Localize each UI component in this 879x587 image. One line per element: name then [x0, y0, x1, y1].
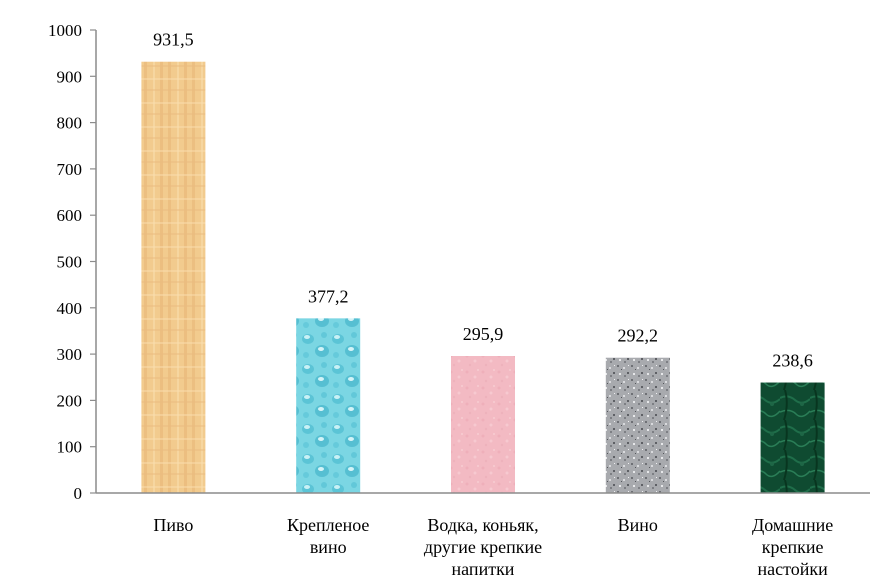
x-tick-label-line: Пиво — [153, 515, 193, 535]
x-tick-label: Домашние крепкие настойки — [752, 515, 833, 579]
x-tick-label-line: крепкие — [762, 537, 824, 557]
y-tick-label: 200 — [57, 391, 83, 410]
y-tick-label: 600 — [57, 206, 83, 225]
data-label: 238,6 — [772, 351, 813, 371]
x-tick-label: Вино — [618, 515, 658, 535]
data-label: 931,5 — [153, 30, 194, 50]
bar-green-marble — [760, 382, 825, 493]
y-axis: 0 100 200 300 400 500 600 700 800 900 1000 — [48, 21, 97, 503]
y-tick-label: 800 — [57, 114, 83, 133]
data-label: 377,2 — [308, 286, 349, 306]
bars: 931,5 377,2 295,9 292,2 238,6 — [141, 30, 825, 493]
data-label: 295,9 — [463, 324, 504, 344]
y-tick-label: 900 — [57, 67, 83, 86]
x-tick-label-line: Домашние — [752, 515, 833, 535]
bar-papyrus — [141, 61, 206, 493]
x-tick-label-line: Крепленое — [287, 515, 369, 535]
y-tick-label: 300 — [57, 345, 83, 364]
y-tick-label: 500 — [57, 253, 83, 272]
x-tick-label: Водка, коньяк, другие крепкие напитки — [424, 515, 542, 579]
y-tick-label: 1000 — [48, 21, 82, 40]
x-tick-label-line: вино — [310, 537, 347, 557]
x-tick-label-line: Вино — [618, 515, 658, 535]
x-tick-label-line: напитки — [452, 559, 515, 579]
x-tick-label-line: другие крепкие — [424, 537, 542, 557]
bar-pink-tissue — [451, 355, 515, 493]
x-axis: Пиво Крепленое вино Водка, коньяк, другие кр… — [96, 492, 870, 579]
y-tick-label: 400 — [57, 299, 83, 318]
data-label: 292,2 — [618, 326, 659, 346]
bar-granite — [605, 357, 670, 493]
y-tick-label: 100 — [57, 438, 83, 457]
y-tick-label: 700 — [57, 160, 83, 179]
x-tick-label-line: настойки — [757, 559, 828, 579]
x-tick-label: Пиво — [153, 515, 193, 535]
y-tick-label: 0 — [74, 484, 83, 503]
x-tick-label: Крепленое вино — [287, 515, 369, 557]
x-tick-label-line: Водка, коньяк, — [427, 515, 538, 535]
bar-water-droplets — [296, 318, 361, 493]
